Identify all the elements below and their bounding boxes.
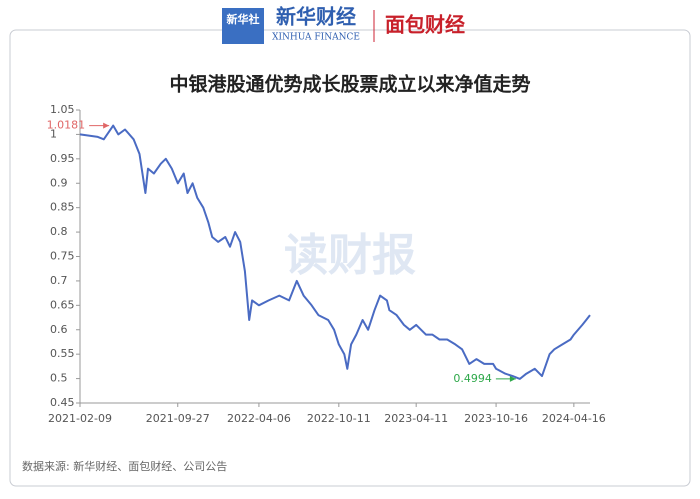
annotation-arrowhead [509, 375, 516, 382]
x-tick-label: 2023-10-16 [464, 412, 528, 425]
watermark: 读财报 [284, 230, 416, 281]
logo-main: 新华财经 [276, 5, 356, 29]
y-tick-label: 0.7 [50, 274, 68, 287]
y-tick-label: 0.55 [50, 347, 75, 360]
y-tick-label: 0.6 [50, 323, 68, 336]
source-note: 数据来源: 新华财经、面包财经、公司公告 [22, 459, 227, 473]
x-tick-label: 2024-04-16 [542, 412, 606, 425]
y-tick-label: 0.95 [50, 152, 75, 165]
x-tick-label: 2022-10-11 [307, 412, 371, 425]
y-tick-label: 0.75 [50, 250, 75, 263]
annotation-label: 1.0181 [47, 119, 86, 132]
x-tick-label: 2022-04-06 [227, 412, 291, 425]
y-tick-label: 1.05 [50, 103, 75, 116]
y-tick-label: 0.8 [50, 225, 68, 238]
x-tick-label: 2023-04-11 [384, 412, 448, 425]
annotation-arrowhead [103, 122, 110, 129]
y-tick-label: 0.85 [50, 201, 75, 214]
card [9, 29, 691, 487]
y-tick-label: 0.45 [50, 396, 75, 409]
logo-right: 面包财经 [385, 13, 465, 37]
logo-left: 新华社 [227, 12, 260, 26]
y-tick-label: 1 [50, 127, 57, 140]
logo-main-en: XINHUA FINANCE [272, 33, 360, 43]
chart-title: 中银港股通优势成长股票成立以来净值走势 [169, 73, 530, 96]
y-tick-label: 0.5 [50, 372, 68, 385]
logo-box [222, 8, 264, 44]
x-tick-label: 2021-02-09 [48, 412, 112, 425]
x-tick-label: 2021-09-27 [146, 412, 210, 425]
annotation-label: 0.4994 [453, 372, 492, 385]
nav-line [79, 124, 591, 380]
y-tick-label: 0.9 [50, 176, 68, 189]
y-tick-label: 0.65 [50, 298, 75, 311]
